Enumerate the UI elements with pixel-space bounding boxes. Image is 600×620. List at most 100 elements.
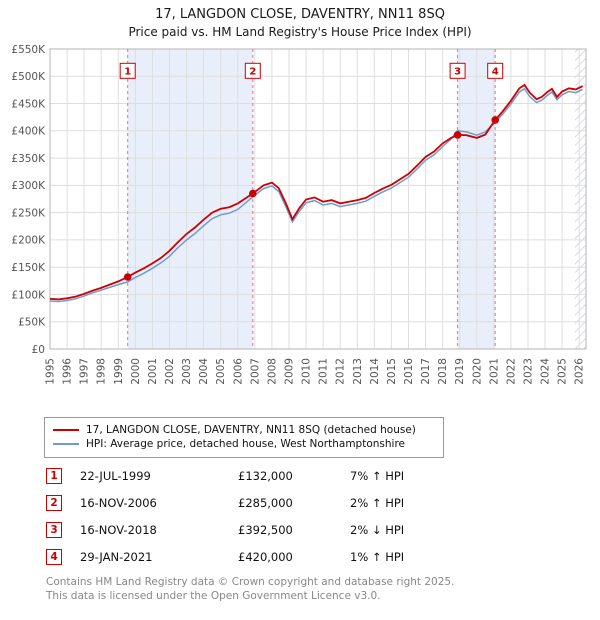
ownership-band <box>127 49 253 349</box>
svg-text:2015: 2015 <box>386 358 398 385</box>
sale-point-dot <box>453 131 462 139</box>
chart-subtitle: Price paid vs. HM Land Registry's House … <box>128 25 472 39</box>
svg-text:1997: 1997 <box>79 358 91 385</box>
svg-text:2021: 2021 <box>488 358 500 385</box>
series-line-price-paid <box>49 83 583 301</box>
transaction-hpi-delta: 7% ↑ HPI <box>350 469 405 483</box>
svg-text:2008: 2008 <box>266 358 278 385</box>
svg-text:£200K: £200K <box>11 235 46 247</box>
svg-text:£450K: £450K <box>11 98 46 110</box>
transaction-price: £420,000 <box>238 550 293 564</box>
svg-text:£350K: £350K <box>11 153 46 165</box>
legend-label: HPI: Average price, detached house, West… <box>86 438 405 450</box>
transaction-hpi-delta: 2% ↑ HPI <box>350 496 405 510</box>
series-lines <box>49 83 583 303</box>
svg-text:2025: 2025 <box>557 358 569 385</box>
svg-text:2000: 2000 <box>130 358 142 385</box>
svg-text:2005: 2005 <box>215 358 227 385</box>
sale-point-dot <box>249 189 257 198</box>
transaction-row: 1 22-JUL-1999 £132,000 7% ↑ HPI <box>46 468 600 484</box>
price-history-chart: £0 £50K £100K £150K £200K £250K £300K £350K £400… <box>11 44 587 385</box>
transaction-hpi-delta: 2% ↓ HPI <box>350 523 405 537</box>
legend-line-swatch <box>53 429 79 431</box>
footer-line-2: This data is licensed under the Open Gov… <box>46 589 381 602</box>
transaction-date: 22-JUL-1999 <box>80 469 151 483</box>
svg-text:1999: 1999 <box>113 358 125 385</box>
sale-number-label: 1 <box>124 66 131 77</box>
svg-text:£250K: £250K <box>11 207 46 219</box>
transaction-date: 29-JAN-2021 <box>80 550 153 564</box>
svg-text:£300K: £300K <box>11 180 46 192</box>
license-footer: Contains HM Land Registry data © Crown c… <box>46 576 600 603</box>
svg-text:2006: 2006 <box>232 358 244 385</box>
svg-text:1996: 1996 <box>62 358 74 385</box>
svg-text:£0: £0 <box>32 344 45 356</box>
transaction-date: 16-NOV-2006 <box>80 496 157 510</box>
transactions-table: 1 22-JUL-1999 £132,000 7% ↑ HPI 2 16-NOV-2006… <box>46 468 600 565</box>
svg-text:2019: 2019 <box>454 358 466 385</box>
transaction-date: 16-NOV-2018 <box>80 523 157 537</box>
svg-text:2018: 2018 <box>437 358 449 385</box>
svg-text:2023: 2023 <box>523 358 535 385</box>
transaction-number-badge: 1 <box>46 468 62 484</box>
chart-legend: 17, LANGDON CLOSE, DAVENTRY, NN11 8SQ (d… <box>44 417 444 458</box>
legend-item: HPI: Average price, detached house, West… <box>53 438 433 450</box>
svg-text:1995: 1995 <box>45 358 57 385</box>
transaction-number-badge: 4 <box>46 549 62 565</box>
svg-text:£100K: £100K <box>11 289 46 301</box>
legend-label: 17, LANGDON CLOSE, DAVENTRY, NN11 8SQ (d… <box>86 424 416 436</box>
sale-point-dot <box>491 116 500 124</box>
svg-text:2013: 2013 <box>352 358 364 385</box>
svg-text:2024: 2024 <box>540 358 552 385</box>
transaction-row: 3 16-NOV-2018 £392,500 2% ↓ HPI <box>46 522 600 538</box>
svg-text:£550K: £550K <box>11 44 46 56</box>
transaction-row: 4 29-JAN-2021 £420,000 1% ↑ HPI <box>46 549 600 565</box>
sale-number-box <box>487 62 504 79</box>
future-hatch-band <box>574 49 586 349</box>
x-axis-labels: 1995 1996 1997 1998 1999 2000 2001 2002 2003 2004… <box>45 358 586 385</box>
svg-text:2009: 2009 <box>284 358 296 385</box>
svg-text:2017: 2017 <box>420 358 432 385</box>
footer-line-1: Contains HM Land Registry data © Crown c… <box>46 576 455 588</box>
sale-markers: 1 2 3 4 <box>119 62 504 281</box>
svg-text:£400K: £400K <box>11 126 46 138</box>
sale-date-lines <box>127 49 496 349</box>
sale-number-label: 4 <box>492 66 499 77</box>
svg-text:2001: 2001 <box>147 358 159 385</box>
sale-number-box <box>449 62 466 79</box>
transaction-price: £392,500 <box>238 523 293 537</box>
svg-text:2014: 2014 <box>369 358 381 385</box>
sale-point-dot <box>123 273 132 281</box>
svg-text:2002: 2002 <box>164 358 176 385</box>
svg-text:£150K: £150K <box>11 262 46 274</box>
svg-text:2020: 2020 <box>471 358 483 385</box>
sale-number-label: 2 <box>249 66 256 77</box>
transaction-price: £285,000 <box>238 496 293 510</box>
svg-text:2010: 2010 <box>301 358 313 385</box>
svg-text:£500K: £500K <box>11 71 46 83</box>
svg-text:£50K: £50K <box>18 317 46 329</box>
transaction-number-badge: 2 <box>46 495 62 511</box>
chart-title: 17, LANGDON CLOSE, DAVENTRY, NN11 8SQ <box>155 7 445 22</box>
svg-text:2016: 2016 <box>403 358 415 385</box>
svg-text:2022: 2022 <box>505 358 517 385</box>
transaction-price: £132,000 <box>238 469 293 483</box>
svg-text:1998: 1998 <box>96 358 108 385</box>
transaction-hpi-delta: 1% ↑ HPI <box>350 550 405 564</box>
sale-number-box <box>244 62 261 79</box>
svg-text:2026: 2026 <box>574 358 586 385</box>
series-line-hpi <box>49 87 583 303</box>
y-axis-labels: £0 £50K £100K £150K £200K £250K £300K £350K £400… <box>11 44 46 356</box>
svg-text:2011: 2011 <box>318 358 330 385</box>
svg-text:2004: 2004 <box>198 358 210 385</box>
svg-text:2003: 2003 <box>181 358 193 385</box>
sale-number-label: 3 <box>454 66 461 77</box>
sale-number-box <box>119 62 136 79</box>
legend-item: 17, LANGDON CLOSE, DAVENTRY, NN11 8SQ (d… <box>53 424 433 436</box>
transaction-number-badge: 3 <box>46 522 62 538</box>
plot-border <box>49 48 587 350</box>
transaction-row: 2 16-NOV-2006 £285,000 2% ↑ HPI <box>46 495 600 511</box>
svg-text:2012: 2012 <box>335 358 347 385</box>
legend-line-swatch <box>53 443 79 445</box>
